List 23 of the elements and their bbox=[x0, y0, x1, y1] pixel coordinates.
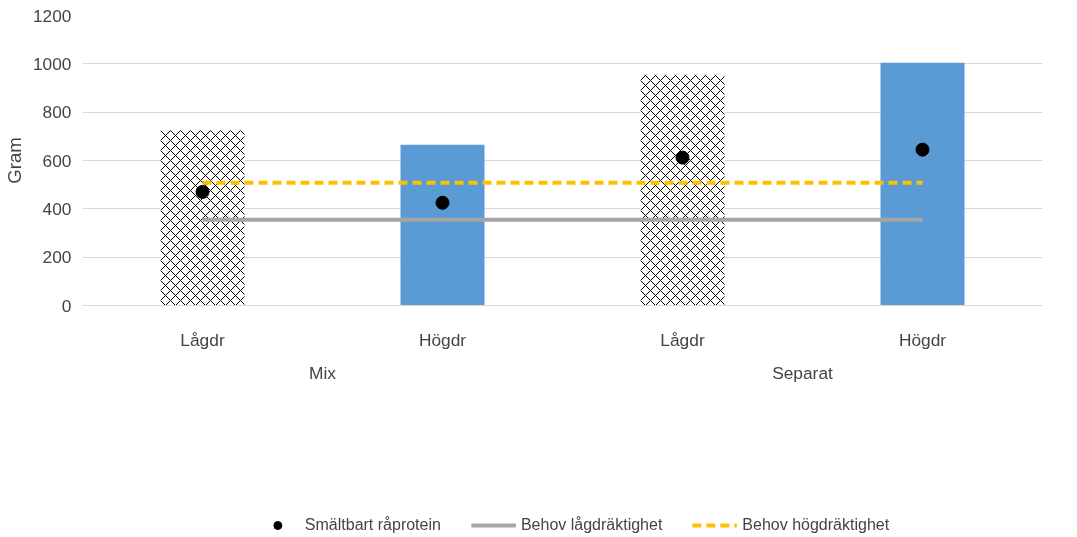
y-tick-label: 600 bbox=[42, 150, 72, 171]
point bbox=[435, 195, 450, 210]
legend-label: Smältbart råprotein bbox=[304, 516, 441, 534]
y-tick-label: 1000 bbox=[32, 53, 72, 74]
bar bbox=[880, 62, 965, 306]
x-tick-label: Högdr bbox=[898, 329, 947, 350]
point bbox=[675, 150, 690, 165]
x-tick-label: Högdr bbox=[418, 329, 467, 350]
y-tick-label: 1200 bbox=[32, 5, 72, 26]
y-axis-title: Gram bbox=[3, 137, 25, 184]
legend-label: Behov högdräktighet bbox=[742, 516, 890, 534]
y-tick-label: 0 bbox=[61, 295, 72, 316]
x-tick-label: Lågdr bbox=[180, 329, 225, 350]
y-tick-label: 400 bbox=[42, 198, 72, 219]
y-tick-label: 200 bbox=[42, 247, 72, 268]
legend-label: Behov lågdräktighet bbox=[520, 516, 663, 534]
bar bbox=[400, 144, 485, 306]
point bbox=[915, 142, 930, 157]
point bbox=[195, 184, 210, 199]
x-tick-label: Lågdr bbox=[660, 329, 705, 350]
y-tick-label: 800 bbox=[42, 102, 72, 123]
text: Separat bbox=[772, 362, 834, 383]
text: Mix bbox=[309, 362, 337, 383]
